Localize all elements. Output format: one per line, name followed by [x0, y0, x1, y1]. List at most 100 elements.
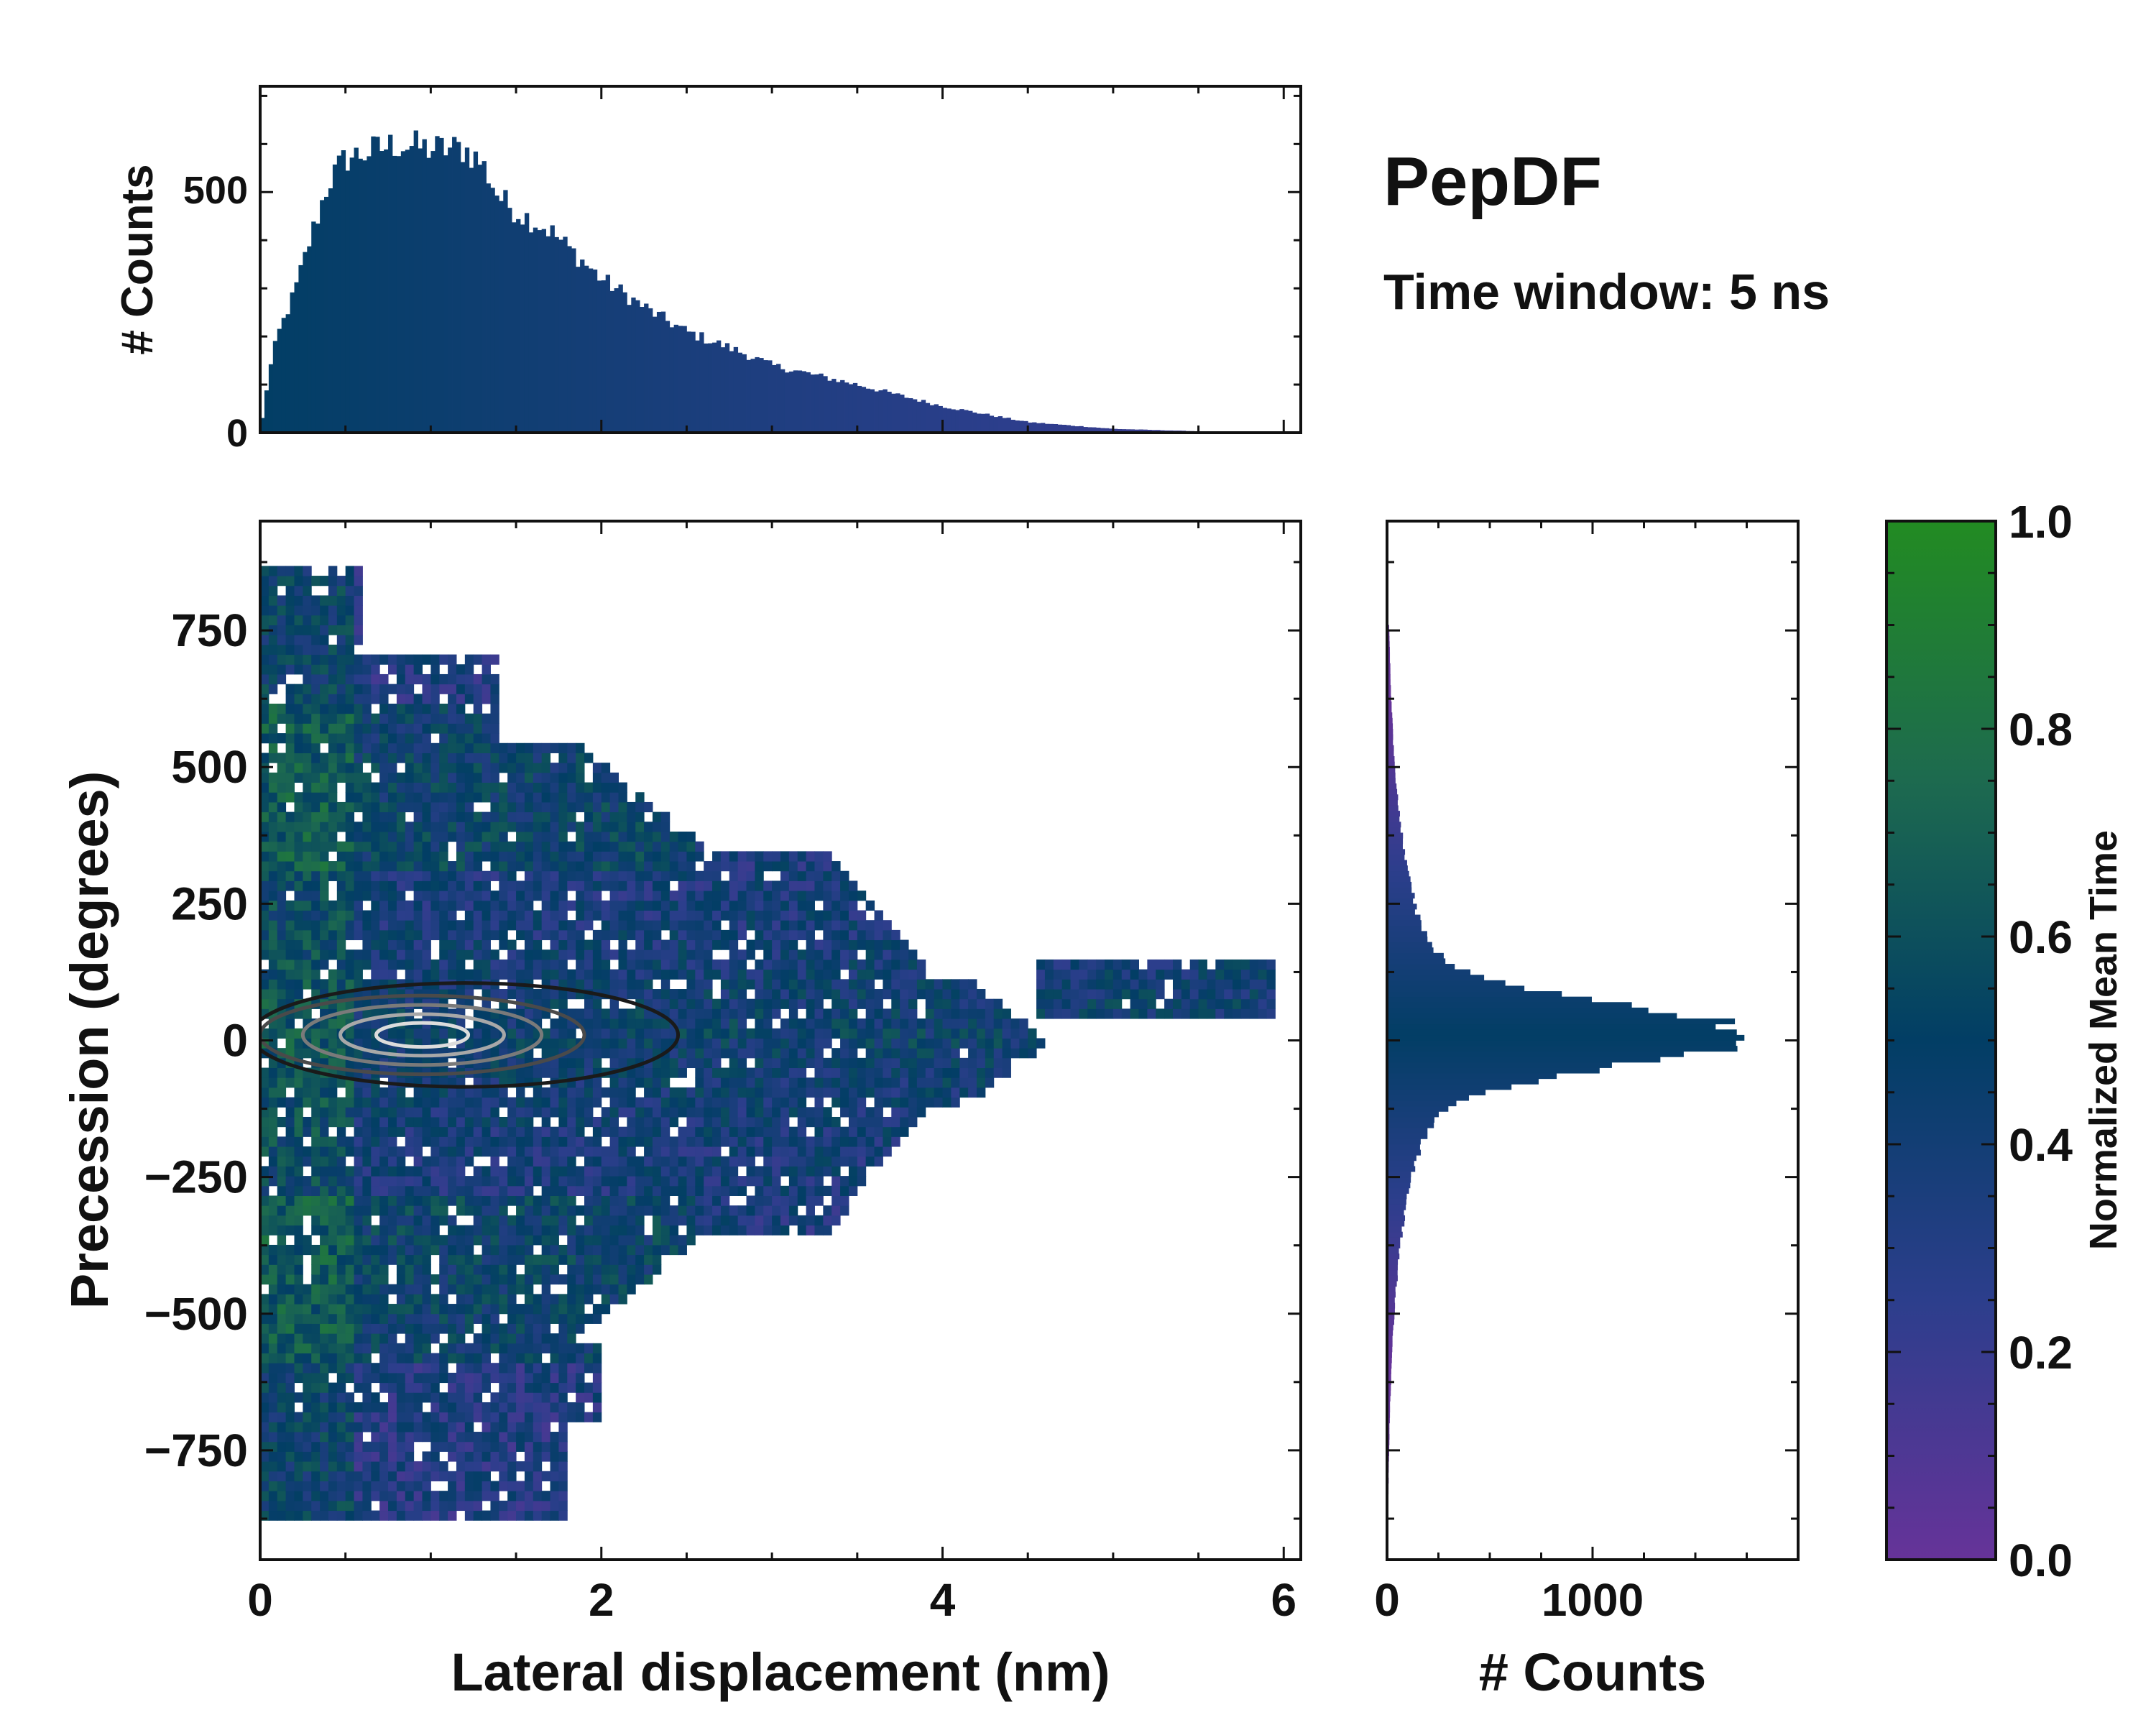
heatmap-cell	[840, 1146, 849, 1157]
heatmap-cell	[874, 949, 883, 960]
heatmap-cell	[533, 782, 543, 793]
heatmap-cell	[601, 1304, 611, 1315]
top-histogram-bar	[272, 341, 278, 433]
heatmap-cell	[285, 900, 295, 911]
heatmap-cell	[303, 763, 312, 773]
heatmap-cell	[755, 1136, 764, 1147]
heatmap-cell	[695, 1215, 704, 1226]
heatmap-cell	[328, 1225, 338, 1236]
heatmap-cell	[379, 811, 389, 822]
heatmap-cell	[780, 920, 790, 931]
heatmap-cell	[584, 1136, 594, 1147]
heatmap-cell	[720, 910, 730, 921]
heatmap-cell	[507, 1274, 517, 1285]
heatmap-cell	[831, 1048, 841, 1059]
heatmap-cell	[669, 1116, 679, 1128]
heatmap-cell	[482, 1441, 491, 1452]
heatmap-cell	[985, 998, 995, 1009]
heatmap-cell	[644, 1136, 653, 1147]
heatmap-cell	[567, 1038, 576, 1049]
heatmap-cell	[490, 772, 499, 783]
heatmap-cell	[772, 1057, 781, 1069]
heatmap-cell	[737, 1176, 747, 1187]
top-histogram-bar	[904, 397, 909, 433]
heatmap-cell	[439, 1471, 448, 1481]
heatmap-cell	[831, 1146, 841, 1157]
heatmap-cell	[345, 1510, 355, 1521]
heatmap-cell	[533, 1294, 543, 1305]
heatmap-cell	[678, 1205, 687, 1216]
heatmap-cell	[618, 1107, 627, 1118]
heatmap-cell	[524, 1264, 534, 1275]
heatmap-cell	[576, 1254, 585, 1265]
heatmap-cell	[482, 1471, 491, 1481]
heatmap-cell	[379, 684, 389, 694]
heatmap-cell	[311, 979, 321, 990]
heatmap-cell	[268, 792, 278, 803]
heatmap-cell	[763, 861, 773, 872]
heatmap-cell	[823, 880, 832, 891]
heatmap-cell	[695, 900, 704, 911]
heatmap-cell	[294, 969, 303, 980]
heatmap-cell	[524, 1205, 534, 1216]
top-histogram-bar	[320, 200, 325, 433]
heatmap-cell	[405, 1225, 415, 1236]
heatmap-cell	[823, 1038, 832, 1049]
heatmap-cell	[576, 1008, 585, 1019]
heatmap-cell	[405, 1107, 415, 1118]
heatmap-cell	[439, 753, 448, 763]
heatmap-cell	[396, 1264, 406, 1275]
heatmap-cell	[285, 792, 295, 803]
heatmap-cell	[516, 920, 525, 931]
heatmap-cell	[448, 1481, 457, 1491]
heatmap-cell	[490, 782, 499, 793]
heatmap-cell	[328, 742, 338, 753]
heatmap-cell	[755, 1205, 764, 1216]
heatmap-cell	[891, 949, 900, 960]
heatmap-cell	[354, 1333, 363, 1344]
heatmap-cell	[320, 704, 329, 714]
heatmap-cell	[908, 1008, 918, 1019]
heatmap-cell	[558, 792, 568, 803]
heatmap-cell	[336, 625, 346, 635]
heatmap-cell	[448, 1323, 457, 1334]
heatmap-cell	[413, 1481, 423, 1491]
heatmap-cell	[405, 851, 415, 862]
heatmap-cell	[345, 929, 355, 941]
heatmap-cell	[652, 880, 662, 891]
heatmap-cell	[541, 1284, 551, 1294]
heatmap-cell	[865, 1038, 875, 1049]
heatmap-cell	[831, 929, 841, 941]
heatmap-cell	[516, 1412, 525, 1422]
heatmap-cell	[712, 1146, 722, 1157]
heatmap-cell	[704, 1215, 713, 1226]
heatmap-cell	[285, 1402, 295, 1413]
top-histogram-bar	[528, 232, 534, 433]
heatmap-cell	[482, 723, 491, 734]
heatmap-cell	[277, 1323, 287, 1334]
heatmap-cell	[439, 654, 448, 665]
heatmap-cell	[959, 1067, 969, 1078]
heatmap-cell	[362, 1264, 372, 1275]
heatmap-cell	[371, 792, 380, 803]
heatmap-cell	[464, 920, 474, 931]
heatmap-cell	[524, 1402, 534, 1413]
heatmap-cell	[874, 939, 883, 950]
heatmap-cell	[669, 1185, 679, 1196]
heatmap-cell	[755, 870, 764, 881]
heatmap-cell	[652, 989, 662, 1000]
heatmap-cell	[456, 1372, 466, 1384]
heatmap-cell	[848, 891, 858, 901]
heatmap-cell	[371, 851, 380, 862]
heatmap-cell	[277, 1156, 287, 1167]
heatmap-cell	[456, 1412, 466, 1422]
heatmap-cell	[874, 1018, 883, 1029]
heatmap-cell	[405, 939, 415, 950]
heatmap-cell	[490, 1126, 499, 1137]
heatmap-cell	[874, 1087, 883, 1098]
heatmap-cell	[788, 1067, 798, 1078]
heatmap-cell	[328, 673, 338, 685]
heatmap-cell	[448, 1254, 457, 1265]
heatmap-cell	[627, 1225, 636, 1236]
heatmap-cell	[320, 1451, 329, 1462]
